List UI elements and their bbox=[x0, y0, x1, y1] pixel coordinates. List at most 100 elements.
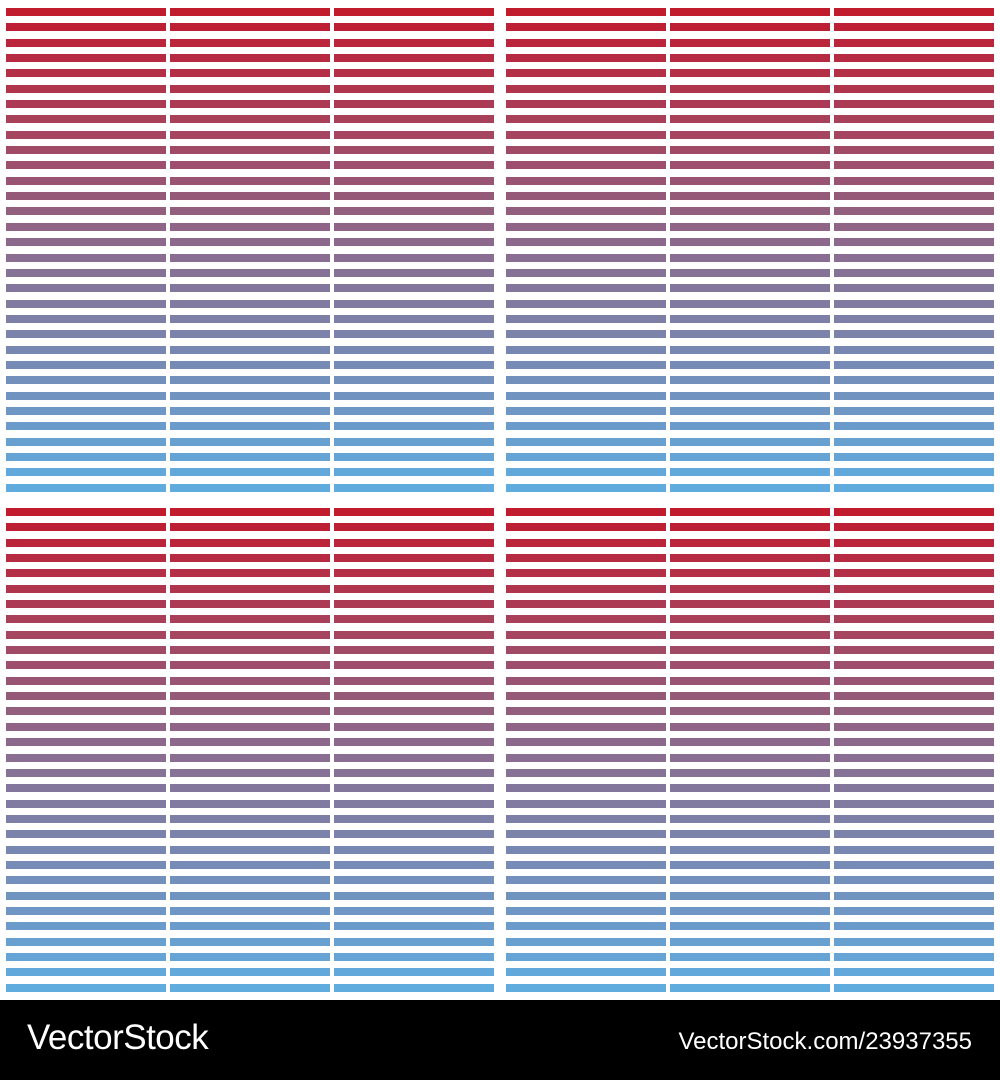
stripe-bar bbox=[834, 130, 994, 139]
pattern-tile bbox=[506, 8, 994, 492]
stripe-bar bbox=[506, 600, 666, 609]
stripe-bar bbox=[834, 483, 994, 492]
stripe-bar bbox=[6, 692, 166, 701]
stripe-bar bbox=[670, 584, 830, 593]
stripe-column bbox=[834, 8, 994, 492]
stripe-bar bbox=[834, 406, 994, 415]
stripe-bar bbox=[670, 860, 830, 869]
stripe-bar bbox=[170, 238, 330, 247]
stripe-bar bbox=[170, 707, 330, 716]
stripe-bar bbox=[6, 222, 166, 231]
stripe-bar bbox=[6, 54, 166, 63]
stripe-bar bbox=[6, 676, 166, 685]
stripe-bar bbox=[170, 115, 330, 124]
stripe-bar bbox=[6, 753, 166, 762]
stripe-bar bbox=[506, 814, 666, 823]
stripe-bar bbox=[334, 314, 494, 323]
stripe-bar bbox=[506, 84, 666, 93]
stripe-bar bbox=[334, 661, 494, 670]
stripe-bar bbox=[170, 738, 330, 747]
stripe-bar bbox=[506, 452, 666, 461]
stripe-bar bbox=[506, 284, 666, 293]
stripe-bar bbox=[170, 922, 330, 931]
stripe-bar bbox=[334, 523, 494, 532]
stripe-bar bbox=[506, 130, 666, 139]
stripe-bar bbox=[334, 38, 494, 47]
stripe-bar bbox=[506, 630, 666, 639]
stripe-bar bbox=[170, 391, 330, 400]
stripe-bar bbox=[670, 830, 830, 839]
striped-pattern bbox=[6, 8, 994, 992]
stripe-column bbox=[6, 508, 166, 992]
stripe-bar bbox=[6, 952, 166, 961]
stripe-bar bbox=[834, 554, 994, 563]
stripe-bar bbox=[506, 161, 666, 170]
stripe-bar bbox=[170, 54, 330, 63]
stripe-bar bbox=[170, 692, 330, 701]
stripe-bar bbox=[6, 69, 166, 78]
stripe-bar bbox=[670, 253, 830, 262]
stripe-bar bbox=[6, 968, 166, 977]
stripe-bar bbox=[670, 799, 830, 808]
stripe-bar bbox=[6, 330, 166, 339]
stripe-bar bbox=[506, 860, 666, 869]
stripe-bar bbox=[834, 23, 994, 32]
stripe-bar bbox=[506, 523, 666, 532]
stripe-bar bbox=[170, 753, 330, 762]
stripe-bar bbox=[170, 222, 330, 231]
stripe-bar bbox=[506, 299, 666, 308]
stripe-bar bbox=[6, 253, 166, 262]
stripe-bar bbox=[334, 968, 494, 977]
stripe-bar bbox=[170, 483, 330, 492]
stripe-bar bbox=[334, 437, 494, 446]
stripe-bar bbox=[334, 268, 494, 277]
stripe-bar bbox=[670, 891, 830, 900]
stripe-bar bbox=[506, 768, 666, 777]
stripe-bar bbox=[170, 84, 330, 93]
stripe-bar bbox=[170, 554, 330, 563]
stripe-bar bbox=[834, 845, 994, 854]
stripe-bar bbox=[6, 768, 166, 777]
stripe-bar bbox=[334, 406, 494, 415]
stripe-bar bbox=[334, 784, 494, 793]
stripe-bar bbox=[670, 176, 830, 185]
stripe-bar bbox=[170, 192, 330, 201]
stripe-bar bbox=[670, 876, 830, 885]
stripe-bar bbox=[334, 753, 494, 762]
stripe-bar bbox=[506, 115, 666, 124]
stripe-bar bbox=[6, 523, 166, 532]
stripe-bar bbox=[670, 406, 830, 415]
stripe-bar bbox=[334, 937, 494, 946]
stripe-bar bbox=[334, 676, 494, 685]
stripe-bar bbox=[334, 845, 494, 854]
stripe-bar bbox=[670, 538, 830, 547]
stripe-bar bbox=[334, 69, 494, 78]
stripe-bar bbox=[6, 845, 166, 854]
stripe-bar bbox=[670, 222, 830, 231]
pattern-tile bbox=[6, 8, 494, 492]
stripe-bar bbox=[670, 615, 830, 624]
stripe-bar bbox=[170, 299, 330, 308]
stripe-bar bbox=[334, 146, 494, 155]
stripe-bar bbox=[670, 422, 830, 431]
stripe-bar bbox=[6, 284, 166, 293]
stripe-bar bbox=[834, 814, 994, 823]
stripe-bar bbox=[834, 661, 994, 670]
stripe-bar bbox=[834, 330, 994, 339]
stripe-bar bbox=[834, 523, 994, 532]
stripe-bar bbox=[334, 176, 494, 185]
stripe-bar bbox=[6, 983, 166, 992]
stripe-column bbox=[670, 8, 830, 492]
stripe-bar bbox=[670, 722, 830, 731]
pattern-tile bbox=[506, 508, 994, 992]
stripe-bar bbox=[834, 100, 994, 109]
stripe-bar bbox=[834, 799, 994, 808]
stripe-bar bbox=[334, 860, 494, 869]
stripe-bar bbox=[834, 538, 994, 547]
stripe-bar bbox=[506, 906, 666, 915]
pattern-tile bbox=[6, 508, 494, 992]
stripe-bar bbox=[6, 799, 166, 808]
stripe-bar bbox=[334, 284, 494, 293]
stripe-bar bbox=[334, 192, 494, 201]
stripe-bar bbox=[6, 661, 166, 670]
